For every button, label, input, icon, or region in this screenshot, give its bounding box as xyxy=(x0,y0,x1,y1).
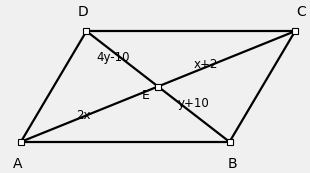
Text: A: A xyxy=(13,157,23,171)
Text: y+10: y+10 xyxy=(178,97,210,110)
Text: x+2: x+2 xyxy=(193,57,218,71)
Text: B: B xyxy=(228,157,237,171)
Text: 4y-10: 4y-10 xyxy=(96,51,130,64)
Text: D: D xyxy=(78,5,89,19)
Text: 2x: 2x xyxy=(76,109,91,122)
Text: C: C xyxy=(296,5,306,19)
Text: E: E xyxy=(142,89,150,102)
